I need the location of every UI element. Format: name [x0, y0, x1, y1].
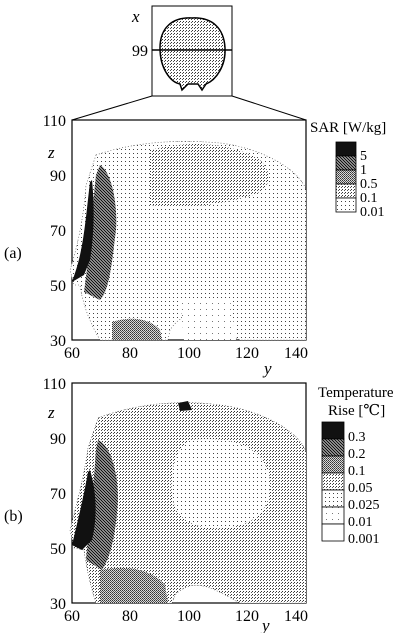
x-tick: 120 [235, 608, 259, 625]
inset-axis-label: x [131, 7, 140, 26]
skin-peak-b [72, 470, 96, 550]
legend-swatch [335, 155, 357, 171]
legend-swatch [335, 169, 357, 185]
legend-level: 0.01 [360, 205, 385, 220]
inset: x 99 [71, 5, 307, 121]
legend-level: 0.025 [348, 498, 380, 513]
x-axis-label-a: y [262, 359, 272, 378]
chin-region-b [100, 567, 168, 603]
y-tick: 90 [50, 168, 66, 185]
panel-label-b: (b) [4, 508, 23, 525]
top-spot-b [178, 401, 192, 411]
y-ticks-b: 110 90 70 50 30 [43, 376, 66, 613]
legend-level: 0.5 [360, 177, 378, 192]
x-axis-label-b: y [260, 616, 270, 633]
x-tick: 60 [64, 608, 80, 625]
y-tick: 30 [50, 333, 66, 350]
y-axis-label-b: z [47, 403, 55, 422]
neck-region-a [180, 298, 236, 340]
legend-level: 0.001 [348, 532, 380, 547]
legend-level: 5 [360, 149, 367, 164]
legend-title-line1: Temperature [318, 385, 394, 401]
legend-swatch [335, 141, 357, 157]
zoom-line-left [71, 95, 153, 121]
x-ticks-a: 60 80 100 120 140 [64, 345, 308, 362]
legend-swatch [335, 183, 357, 199]
legend-swatch [321, 506, 345, 525]
brain-region-a [150, 144, 269, 207]
x-tick: 140 [284, 608, 308, 625]
legend-swatch [335, 197, 357, 213]
chin-region-a [112, 318, 162, 340]
y-tick: 110 [43, 376, 66, 393]
legend-level: 1 [360, 163, 367, 178]
legend-swatch [321, 523, 345, 542]
y-tick: 50 [50, 278, 66, 295]
heatmap-a [69, 141, 307, 341]
x-tick: 80 [122, 345, 138, 362]
legend-level: 0.1 [360, 191, 378, 206]
legend-a: SAR [W/kg] 5 1 0.5 0.1 0.01 [310, 120, 386, 220]
face-region-a [84, 165, 117, 300]
x-ticks-b: 60 80 100 120 140 [64, 608, 308, 625]
legend-title-line2: Rise [℃] [328, 403, 385, 419]
brain-region-b [171, 439, 271, 529]
zoom-line-right [231, 95, 307, 121]
y-axis-label-a: z [47, 143, 55, 162]
legend-level: 0.2 [348, 447, 366, 462]
x-tick: 80 [122, 608, 138, 625]
x-tick: 140 [284, 345, 308, 362]
legend-swatch [321, 472, 345, 491]
inset-slice-label: 99 [132, 43, 148, 60]
y-ticks-a: 110 90 70 50 30 [43, 113, 66, 350]
x-tick: 100 [177, 608, 201, 625]
legend-swatch [321, 421, 345, 440]
face-region-b [86, 440, 118, 570]
legend-swatch [321, 489, 345, 508]
legend-swatch [321, 438, 345, 457]
y-tick: 110 [43, 113, 66, 130]
inset-head-outline [159, 17, 226, 92]
panel-label-a: (a) [4, 245, 22, 262]
x-tick: 60 [64, 345, 80, 362]
y-tick: 50 [50, 541, 66, 558]
legend-b: Temperature Rise [℃] 0.3 0.2 0.1 0.05 0.… [318, 385, 394, 547]
x-tick: 100 [177, 345, 201, 362]
legend-swatch [321, 455, 345, 474]
heatmap-b [69, 401, 307, 604]
legend-level: 0.05 [348, 481, 373, 496]
y-tick: 30 [50, 596, 66, 613]
legend-title: SAR [W/kg] [310, 120, 386, 136]
y-tick: 70 [50, 223, 66, 240]
y-tick: 70 [50, 486, 66, 503]
legend-level: 0.3 [348, 430, 366, 445]
legend-level: 0.1 [348, 464, 366, 479]
x-tick: 120 [235, 345, 259, 362]
legend-level: 0.01 [348, 515, 373, 530]
panel-a: 110 90 70 50 30 z 60 80 100 120 140 y (a… [4, 113, 386, 378]
y-tick: 90 [50, 431, 66, 448]
panel-b: 110 90 70 50 30 z 60 80 100 120 140 y (b… [4, 376, 394, 635]
skin-peak-a [72, 180, 94, 282]
